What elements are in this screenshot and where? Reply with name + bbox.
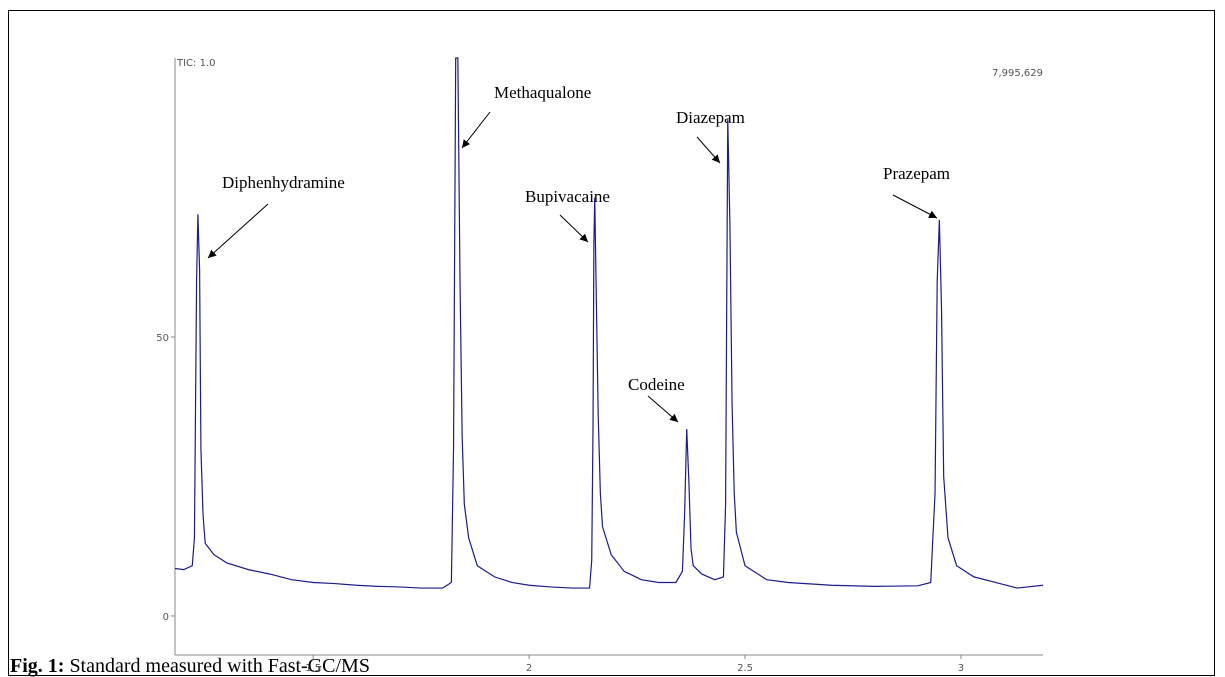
arrow <box>892 194 938 219</box>
x-tick-label: 2 <box>526 663 532 674</box>
header-right: 7,995,629 <box>992 68 1043 79</box>
arrow <box>647 395 679 423</box>
annotation: Diphenhydramine <box>222 173 345 192</box>
caption: Standard measured with Fast-GC/MS <box>69 655 370 677</box>
arrow <box>696 136 721 164</box>
annotation: Methaqualone <box>494 83 591 102</box>
annotation: Codeine <box>628 375 685 394</box>
frame <box>8 10 1215 676</box>
x-tick-label: 3 <box>958 663 964 674</box>
y-tick-label: 50 <box>156 333 169 344</box>
x-tick-label: 1.5 <box>305 663 321 674</box>
arrow <box>207 203 269 259</box>
arrow <box>559 214 589 243</box>
y-tick-label: 0 <box>163 612 169 623</box>
caption-text: Fig. 1: Standard measured with Fast-GC/M… <box>10 655 370 677</box>
annotation: Prazepam <box>883 164 950 183</box>
caption-label: Fig. 1: <box>10 655 64 677</box>
header-left: TIC: 1.0 <box>176 58 216 69</box>
x-tick-label: 2.5 <box>737 663 753 674</box>
annotation: Bupivacaine <box>525 187 610 206</box>
chromatogram-line <box>174 57 1044 589</box>
arrow <box>461 111 491 149</box>
annotation: Diazepam <box>676 108 745 127</box>
